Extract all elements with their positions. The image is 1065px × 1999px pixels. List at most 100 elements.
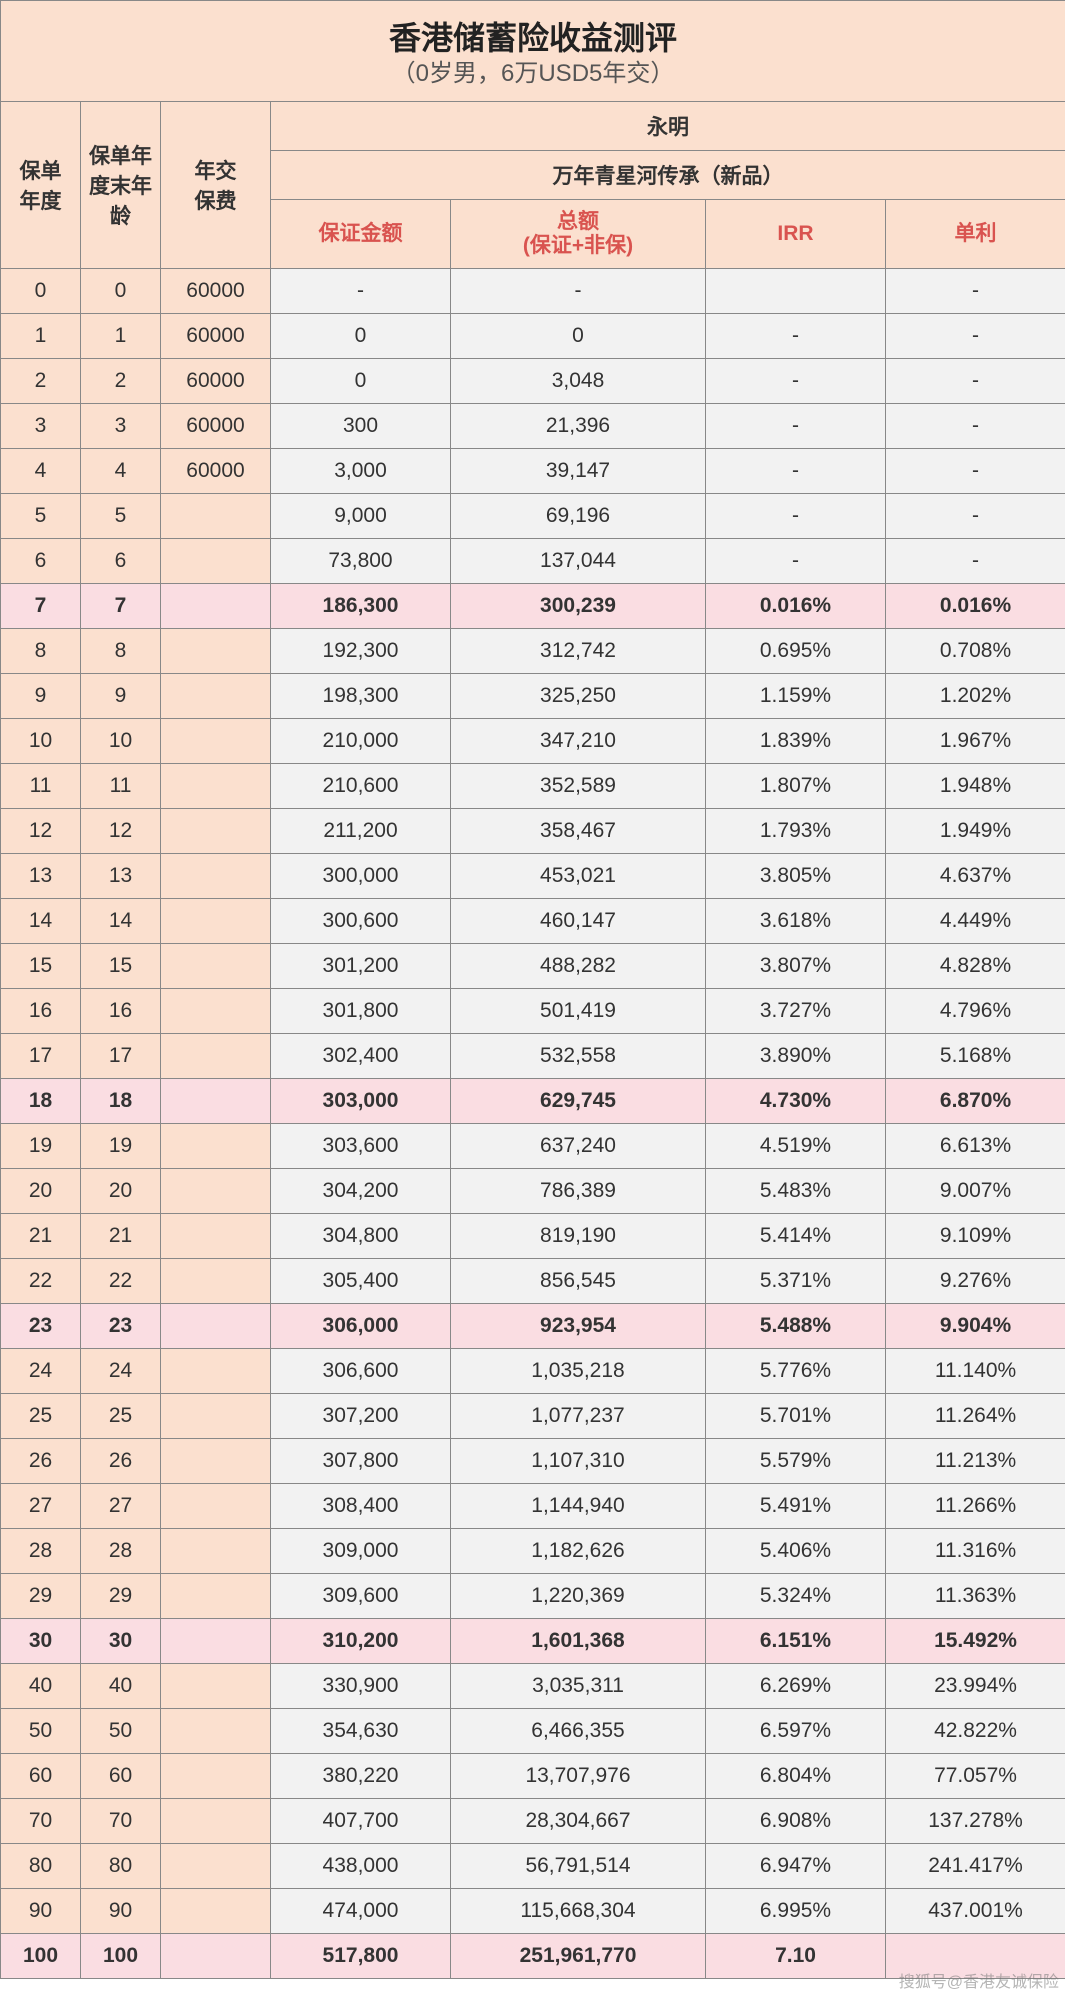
cell-guarantee: 300,000 — [271, 854, 451, 899]
cell-premium — [161, 674, 271, 719]
cell-age: 5 — [81, 494, 161, 539]
table-row: 99198,300325,2501.159%1.202% — [1, 674, 1065, 719]
table-title: 香港储蓄险收益测评 （0岁男，6万USD5年交） — [1, 1, 1065, 102]
cell-year: 20 — [1, 1169, 81, 1214]
cell-irr: 5.406% — [706, 1529, 886, 1574]
cell-age: 9 — [81, 674, 161, 719]
cell-simple: 11.316% — [886, 1529, 1065, 1574]
cell-age: 4 — [81, 449, 161, 494]
cell-simple: 1.967% — [886, 719, 1065, 764]
cell-age: 22 — [81, 1259, 161, 1304]
cell-year: 8 — [1, 629, 81, 674]
cell-age: 15 — [81, 944, 161, 989]
cell-age: 21 — [81, 1214, 161, 1259]
cell-premium — [161, 989, 271, 1034]
cell-year: 14 — [1, 899, 81, 944]
cell-total: 347,210 — [451, 719, 706, 764]
cell-guarantee: 303,600 — [271, 1124, 451, 1169]
cell-age: 18 — [81, 1079, 161, 1124]
cell-irr: 0.016% — [706, 584, 886, 629]
cell-simple: - — [886, 359, 1065, 404]
cell-guarantee: 73,800 — [271, 539, 451, 584]
cell-year: 12 — [1, 809, 81, 854]
cell-premium — [161, 1079, 271, 1124]
cell-guarantee: 474,000 — [271, 1889, 451, 1934]
cell-age: 14 — [81, 899, 161, 944]
cell-year: 23 — [1, 1304, 81, 1349]
cell-premium — [161, 854, 271, 899]
cell-year: 60 — [1, 1754, 81, 1799]
cell-age: 80 — [81, 1844, 161, 1889]
cell-year: 70 — [1, 1799, 81, 1844]
cell-simple: 1.949% — [886, 809, 1065, 854]
cell-guarantee: 407,700 — [271, 1799, 451, 1844]
cell-irr: 5.324% — [706, 1574, 886, 1619]
cell-age: 50 — [81, 1709, 161, 1754]
cell-premium — [161, 1844, 271, 1889]
cell-year: 21 — [1, 1214, 81, 1259]
cell-guarantee: 308,400 — [271, 1484, 451, 1529]
cell-year: 0 — [1, 269, 81, 314]
table-row: 2626307,8001,107,3105.579%11.213% — [1, 1439, 1065, 1484]
cell-year: 13 — [1, 854, 81, 899]
cell-age: 1 — [81, 314, 161, 359]
cell-year: 6 — [1, 539, 81, 584]
cell-year: 27 — [1, 1484, 81, 1529]
cell-year: 15 — [1, 944, 81, 989]
cell-guarantee: 307,800 — [271, 1439, 451, 1484]
cell-guarantee: 301,200 — [271, 944, 451, 989]
cell-irr: 5.701% — [706, 1394, 886, 1439]
cell-simple: 4.637% — [886, 854, 1065, 899]
cell-year: 29 — [1, 1574, 81, 1619]
savings-insurance-table: 香港储蓄险收益测评 （0岁男，6万USD5年交） 保单年度 保单年度末年龄 年交… — [0, 0, 1065, 1979]
cell-total: 637,240 — [451, 1124, 706, 1169]
cell-total: 69,196 — [451, 494, 706, 539]
cell-total: 1,220,369 — [451, 1574, 706, 1619]
cell-total: 488,282 — [451, 944, 706, 989]
cell-premium — [161, 1214, 271, 1259]
cell-premium: 60000 — [161, 269, 271, 314]
cell-year: 24 — [1, 1349, 81, 1394]
cell-guarantee: 300 — [271, 404, 451, 449]
cell-guarantee: 310,200 — [271, 1619, 451, 1664]
cell-irr: - — [706, 404, 886, 449]
table-row: 9090474,000115,668,3046.995%437.001% — [1, 1889, 1065, 1934]
cell-total: 1,182,626 — [451, 1529, 706, 1574]
cell-total: 3,048 — [451, 359, 706, 404]
cell-total: 137,044 — [451, 539, 706, 584]
cell-simple: - — [886, 314, 1065, 359]
cell-simple: - — [886, 269, 1065, 314]
cell-simple: 42.822% — [886, 1709, 1065, 1754]
cell-guarantee: 304,800 — [271, 1214, 451, 1259]
cell-guarantee: 301,800 — [271, 989, 451, 1034]
cell-total: 856,545 — [451, 1259, 706, 1304]
cell-irr: 5.483% — [706, 1169, 886, 1214]
cell-age: 29 — [81, 1574, 161, 1619]
header-premium: 年交保费 — [161, 102, 271, 269]
table-row: 2828309,0001,182,6265.406%11.316% — [1, 1529, 1065, 1574]
cell-premium — [161, 1484, 271, 1529]
cell-irr: 0.695% — [706, 629, 886, 674]
cell-guarantee: 309,000 — [271, 1529, 451, 1574]
table-row: 336000030021,396-- — [1, 404, 1065, 449]
cell-premium — [161, 944, 271, 989]
cell-age: 26 — [81, 1439, 161, 1484]
cell-year: 30 — [1, 1619, 81, 1664]
cell-irr: 5.776% — [706, 1349, 886, 1394]
cell-premium — [161, 584, 271, 629]
cell-simple: 11.213% — [886, 1439, 1065, 1484]
table-row: 2525307,2001,077,2375.701%11.264% — [1, 1394, 1065, 1439]
cell-age: 11 — [81, 764, 161, 809]
table-row: 1313300,000453,0213.805%4.637% — [1, 854, 1065, 899]
cell-premium — [161, 1124, 271, 1169]
cell-premium — [161, 629, 271, 674]
table-row: 0060000--- — [1, 269, 1065, 314]
cell-year: 80 — [1, 1844, 81, 1889]
table-row: 8080438,00056,791,5146.947%241.417% — [1, 1844, 1065, 1889]
cell-premium — [161, 1889, 271, 1934]
cell-age: 24 — [81, 1349, 161, 1394]
cell-age: 70 — [81, 1799, 161, 1844]
cell-age: 19 — [81, 1124, 161, 1169]
table-row: 1414300,600460,1473.618%4.449% — [1, 899, 1065, 944]
cell-year: 22 — [1, 1259, 81, 1304]
